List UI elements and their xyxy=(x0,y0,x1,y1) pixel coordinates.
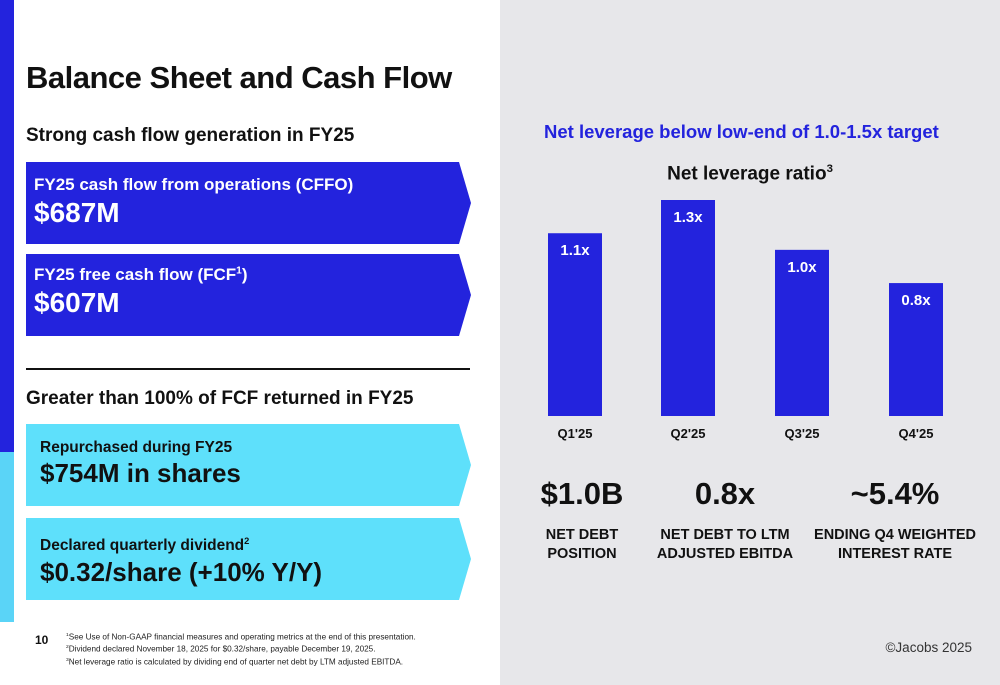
footnotes: 1See Use of Non-GAAP financial measures … xyxy=(66,631,416,668)
dividend-value: $0.32/share (+10% Y/Y) xyxy=(40,557,323,587)
dividend-callout: Declared quarterly dividend2 $0.32/share… xyxy=(26,518,471,600)
stat-interest-rate-value: ~5.4% xyxy=(850,476,940,511)
stat-net-debt: $1.0B NET DEBT POSITION xyxy=(532,476,632,564)
footnote-1: 1See Use of Non-GAAP financial measures … xyxy=(66,632,416,642)
bar-4 xyxy=(889,283,943,416)
accent-bar-cyan xyxy=(0,452,14,622)
stat-net-debt-ebitda-label: NET DEBT TO LTM ADJUSTED EBITDA xyxy=(656,527,794,562)
bar-value-label-4: 0.8x xyxy=(901,292,931,309)
bar-2 xyxy=(661,200,715,416)
net-leverage-chart: 1.1x Q1'25 1.3x Q2'25 1.0x Q3'25 0.8x Q4'25 xyxy=(548,200,943,441)
dividend-label: Declared quarterly dividend2 xyxy=(40,536,250,555)
chart-title: Net leverage ratio3 xyxy=(667,163,833,185)
bar-1 xyxy=(548,233,602,416)
stat-net-debt-ebitda-value: 0.8x xyxy=(694,476,756,511)
bar-value-label-3: 1.0x xyxy=(787,259,817,276)
repurchase-callout: Repurchased during FY25 $754M in shares xyxy=(26,424,471,506)
footnote-2: 2Dividend declared November 18, 2025 for… xyxy=(66,645,376,655)
fcf-value: $607M xyxy=(34,287,120,318)
stat-net-debt-value: $1.0B xyxy=(540,476,624,511)
footnote-3: 3Net leverage ratio is calculated by div… xyxy=(66,657,404,667)
cffo-value: $687M xyxy=(34,197,120,228)
bar-3 xyxy=(775,249,829,416)
copyright: ©Jacobs 2025 xyxy=(885,640,972,655)
leverage-heading: Net leverage below low-end of 1.0-1.5x t… xyxy=(544,121,939,142)
stat-interest-rate-label: ENDING Q4 WEIGHTED INTEREST RATE xyxy=(814,527,976,562)
stat-net-debt-ebitda: 0.8x NET DEBT TO LTM ADJUSTED EBITDA xyxy=(650,476,800,564)
stat-interest-rate: ~5.4% ENDING Q4 WEIGHTED INTEREST RATE xyxy=(810,476,980,564)
page-title: Balance Sheet and Cash Flow xyxy=(26,60,452,95)
x-tick-label-2: Q2'25 xyxy=(671,426,706,441)
x-tick-label-1: Q1'25 xyxy=(558,426,593,441)
fcf-callout: FY25 free cash flow (FCF1) $607M xyxy=(26,254,471,336)
accent-bar-blue xyxy=(0,0,14,452)
repurchase-label: Repurchased during FY25 xyxy=(40,439,233,456)
x-tick-label-4: Q4'25 xyxy=(899,426,934,441)
section-heading-fcf-returned: Greater than 100% of FCF returned in FY2… xyxy=(26,388,414,409)
cffo-label: FY25 cash flow from operations (CFFO) xyxy=(34,175,354,194)
bar-value-label-1: 1.1x xyxy=(560,242,590,259)
section-heading-cash-flow: Strong cash flow generation in FY25 xyxy=(26,125,355,146)
bar-value-label-2: 1.3x xyxy=(673,209,703,226)
section-divider xyxy=(26,368,470,370)
page-number: 10 xyxy=(35,633,49,647)
repurchase-value: $754M in shares xyxy=(40,458,241,488)
x-tick-label-3: Q3'25 xyxy=(785,426,820,441)
cffo-callout: FY25 cash flow from operations (CFFO) $6… xyxy=(26,162,471,244)
fcf-label: FY25 free cash flow (FCF1) xyxy=(34,265,248,284)
stat-net-debt-label: NET DEBT POSITION xyxy=(545,527,619,562)
